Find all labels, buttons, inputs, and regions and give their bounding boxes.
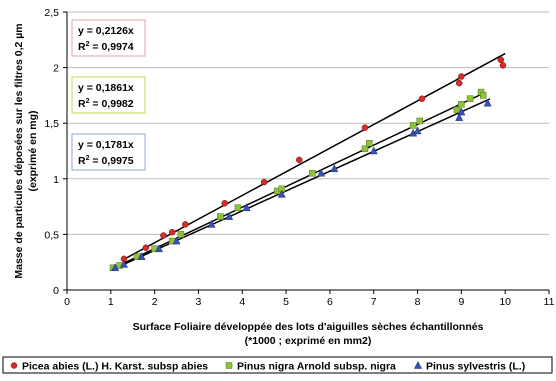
legend-marker-series-1: [225, 362, 233, 369]
data-point-series-2: [242, 203, 251, 211]
y-tick-label: 1: [53, 174, 59, 186]
data-point-series-2: [277, 189, 286, 198]
x-axis-label-line-1: Surface Foliaire développée des lots d'a…: [133, 321, 484, 333]
data-point-series-0: [142, 244, 150, 251]
legend-markers: [10, 360, 423, 369]
equation-box-sylvestris: y = 0,1781x R2 = 0,9975: [71, 133, 146, 171]
axis-layer: [63, 11, 550, 294]
x-tick-labels: 0 1 2 3 4 5 6 7 8 9 10 11: [64, 296, 555, 308]
equation-nigra: y = 0,1861x: [78, 82, 134, 94]
legend-label-sylvestris[interactable]: Pinus sylvestris (L.): [426, 361, 525, 373]
x-tick-label: 2: [152, 296, 158, 308]
data-point-series-1: [309, 169, 316, 177]
equation-box-nigra: y = 0,1861x R2 = 0,9982: [71, 76, 146, 114]
data-point-series-2: [119, 259, 128, 268]
data-point-series-1: [366, 139, 373, 147]
x-tick-label: 11: [544, 296, 555, 308]
data-point-series-1: [234, 204, 242, 211]
legend-label-nigra[interactable]: Pinus nigra Arnold subsp. nigra: [237, 361, 396, 373]
data-point-series-2: [413, 126, 422, 135]
x-tick-label: 9: [458, 296, 464, 308]
y-tick-label: 2: [53, 63, 59, 75]
y-tick-label: 0: [53, 285, 59, 297]
data-points: [109, 56, 507, 272]
x-tick-label: 7: [371, 296, 377, 308]
data-point-series-2: [111, 263, 120, 272]
data-point-series-1: [453, 106, 461, 114]
data-point-series-2: [457, 107, 466, 116]
y-axis-label-line-2: (exprimé en mg): [27, 110, 39, 191]
data-point-series-0: [455, 79, 463, 87]
data-point-series-0: [418, 95, 426, 102]
r2-picea: R2 = 0,9974: [78, 41, 134, 53]
trendline-series-1: [110, 91, 486, 270]
data-point-series-2: [155, 244, 164, 253]
r2-sylvestris: R2 = 0,9975: [78, 155, 134, 167]
data-point-series-2: [483, 98, 492, 107]
data-point-series-2: [455, 113, 464, 121]
y-tick-label: 0,5: [44, 229, 59, 241]
y-axis-label-line-1: Masse de particules déposées sur les fil…: [13, 23, 25, 278]
equation-picea: y = 0,2126x: [78, 25, 134, 37]
data-point-series-0: [499, 62, 507, 69]
data-point-series-1: [177, 231, 185, 238]
data-point-series-2: [172, 236, 181, 245]
data-point-series-2: [317, 168, 326, 177]
x-tick-label: 0: [64, 296, 70, 308]
trendlines: [110, 52, 506, 270]
data-point-series-1: [466, 95, 474, 102]
data-point-series-0: [160, 232, 167, 239]
legend-marker-series-2: [413, 360, 423, 369]
equation-box-picea: y = 0,2126x R2 = 0,9974: [71, 19, 146, 57]
x-tick-label: 10: [499, 296, 511, 308]
data-point-series-2: [137, 252, 146, 260]
data-point-series-1: [217, 213, 224, 220]
data-point-series-1: [458, 101, 465, 108]
legend: Picea abies (L.) H. Karst. subsp abies P…: [2, 356, 553, 374]
y-tick-labels: 0 0,5 1 1,5 2 2,5: [44, 7, 59, 297]
y-tick-label: 2,5: [44, 7, 59, 19]
data-point-series-0: [361, 124, 369, 131]
data-point-series-2: [330, 164, 339, 173]
data-point-series-1: [480, 92, 487, 99]
data-point-series-1: [416, 117, 423, 125]
data-point-series-0: [182, 221, 189, 228]
data-point-series-1: [409, 122, 417, 129]
x-tick-label: 4: [239, 296, 245, 308]
legend-frame: [2, 356, 553, 374]
x-tick-label: 3: [196, 296, 202, 308]
x-tick-label: 8: [415, 296, 421, 308]
data-point-series-0: [260, 178, 268, 186]
data-point-series-0: [497, 56, 505, 64]
x-axis-label-line-2: (*1000 ; exprimé en mm2): [245, 335, 372, 347]
data-point-series-2: [225, 212, 234, 220]
equation-sylvestris: y = 0,1781x: [78, 139, 134, 151]
data-point-series-0: [221, 200, 228, 207]
r2-nigra: R2 = 0,9982: [78, 98, 134, 110]
data-point-series-0: [168, 228, 176, 236]
legend-marker-series-0: [10, 362, 18, 369]
data-point-series-1: [361, 145, 369, 153]
data-point-series-0: [458, 73, 465, 80]
x-tick-label: 1: [108, 296, 114, 308]
y-tick-label: 1,5: [44, 118, 59, 130]
data-point-series-0: [295, 156, 303, 164]
data-point-series-2: [207, 219, 216, 228]
grid-layer: [67, 11, 549, 235]
x-tick-label: 6: [327, 296, 333, 308]
x-tick-label: 5: [283, 296, 289, 308]
data-point-series-2: [369, 146, 378, 155]
legend-label-picea[interactable]: Picea abies (L.) H. Karst. subsp abies: [22, 361, 208, 373]
trendline-series-0: [121, 52, 506, 262]
